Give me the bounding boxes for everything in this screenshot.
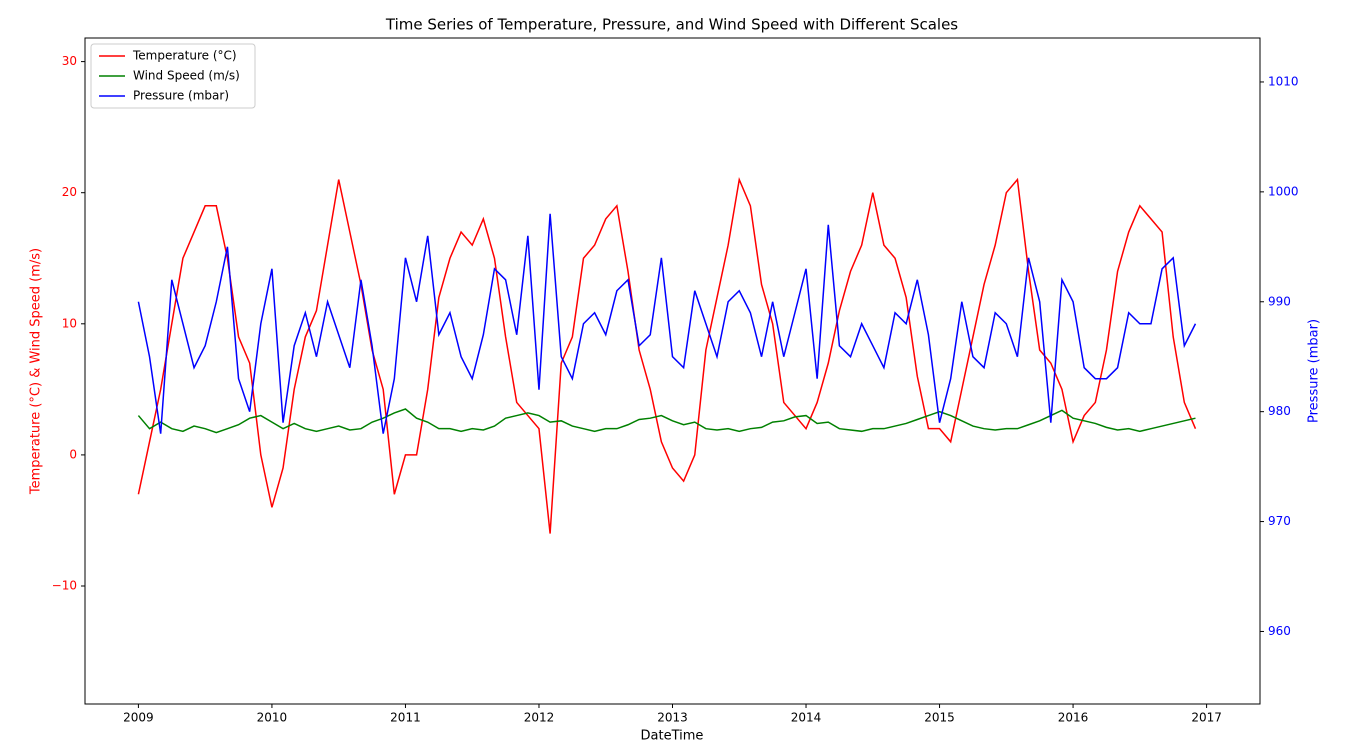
x-tick-label: 2016 bbox=[1058, 711, 1089, 725]
y-tick-label: 0 bbox=[69, 447, 77, 461]
x-tick-label: 2012 bbox=[524, 711, 555, 725]
legend-label: Temperature (°C) bbox=[132, 49, 237, 63]
y-axis-label: Temperature (°C) & Wind Speed (m/s) bbox=[29, 248, 44, 495]
legend-box bbox=[90, 43, 256, 109]
x-tick-label: 2015 bbox=[924, 711, 955, 725]
y-tick-label: 30 bbox=[62, 54, 77, 68]
x-axis-label: DateTime bbox=[641, 729, 704, 744]
x-tick-label: 2014 bbox=[791, 711, 822, 725]
legend-label: Pressure (mbar) bbox=[133, 89, 229, 103]
series-line bbox=[137, 213, 1197, 434]
legend-label: Wind Speed (m/s) bbox=[133, 69, 240, 83]
legend: Temperature (°C) Wind Speed (m/s) Pressure… bbox=[90, 43, 256, 109]
y2-tick-label: 970 bbox=[1268, 514, 1291, 528]
series-line bbox=[137, 176, 1197, 534]
x-tick-label: 2011 bbox=[390, 711, 421, 725]
y2-tick-label: 980 bbox=[1268, 404, 1291, 418]
series-line bbox=[137, 408, 1196, 434]
y-tick-label: −10 bbox=[52, 579, 77, 593]
x-tick-label: 2010 bbox=[257, 711, 288, 725]
chart-title: Time Series of Temperature, Pressure, an… bbox=[385, 16, 958, 34]
y2-tick-label: 990 bbox=[1268, 294, 1291, 308]
y2-axis-label: Pressure (mbar) bbox=[1307, 319, 1322, 423]
y2-tick-label: 1010 bbox=[1268, 74, 1299, 88]
x-tick-label: 2013 bbox=[657, 711, 688, 725]
y2-tick-label: 1000 bbox=[1268, 184, 1299, 198]
y2-tick-label: 960 bbox=[1268, 624, 1291, 638]
x-tick-label: 2017 bbox=[1191, 711, 1222, 725]
plot-frame bbox=[84, 37, 1261, 705]
y-tick-label: 20 bbox=[62, 185, 77, 199]
y-tick-label: 10 bbox=[62, 316, 77, 330]
x-tick-label: 2009 bbox=[123, 711, 154, 725]
